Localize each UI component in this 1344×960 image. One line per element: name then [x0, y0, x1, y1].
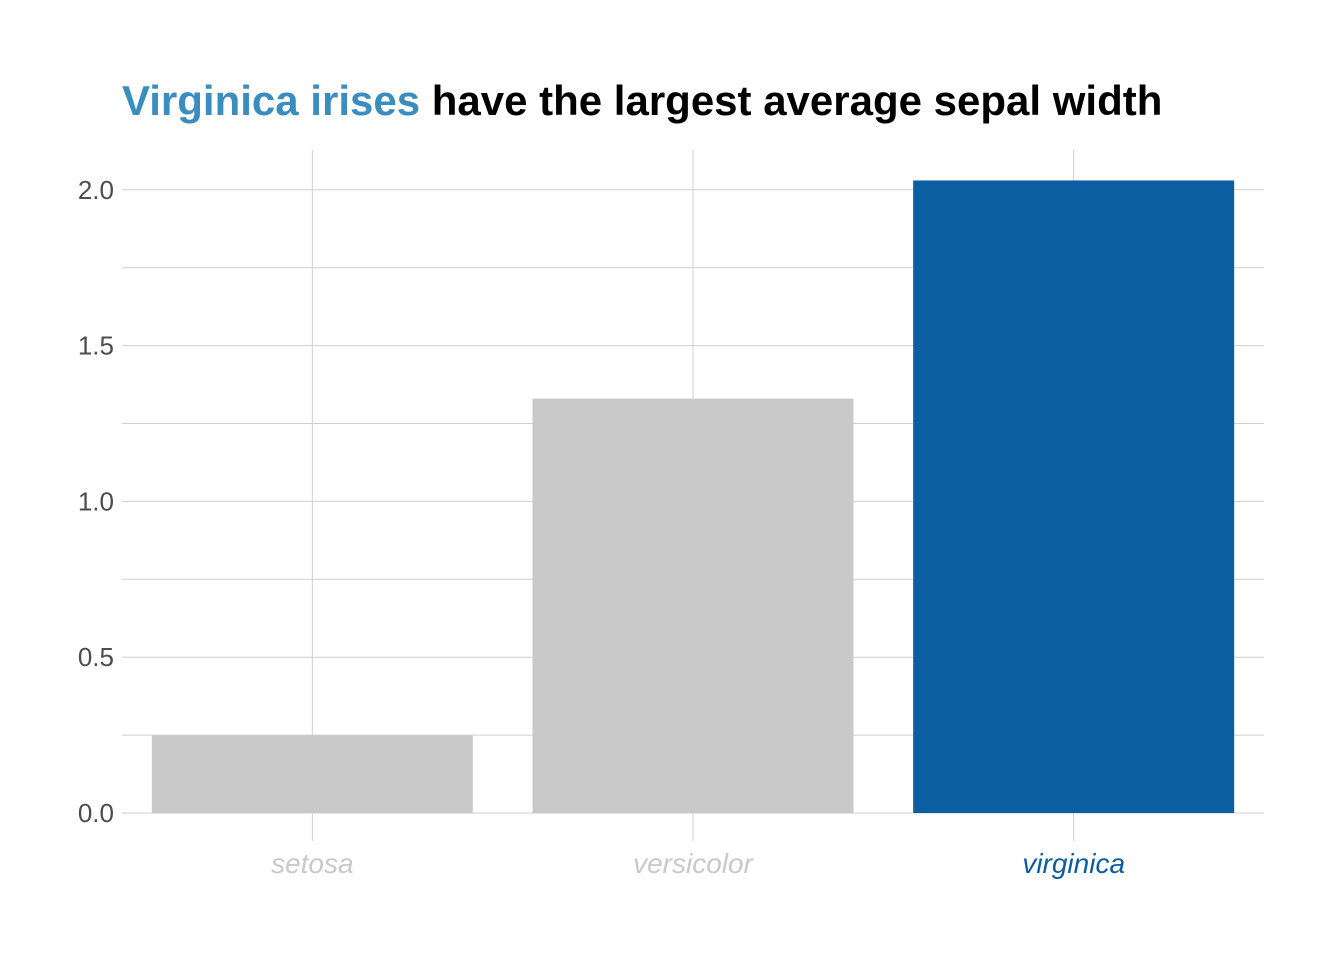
x-tick-label-virginica: virginica — [1022, 848, 1125, 879]
chart-title: Virginica irises have the largest averag… — [122, 77, 1162, 124]
y-tick-label: 1.0 — [78, 486, 114, 516]
y-tick-label: 0.5 — [78, 642, 114, 672]
bar-virginica — [913, 180, 1235, 813]
chart-title-highlight: Virginica irises — [122, 77, 420, 124]
chart-title-rest: have the largest average sepal width — [420, 77, 1162, 124]
y-axis-ticks: 0.0 0.5 1.0 1.5 2.0 — [78, 175, 114, 828]
x-tick-label-setosa: setosa — [271, 848, 354, 879]
x-axis-ticks: setosa versicolor virginica — [271, 848, 1125, 879]
bar-versicolor — [532, 398, 854, 813]
x-tick-label-versicolor: versicolor — [633, 848, 754, 879]
y-tick-label: 1.5 — [78, 331, 114, 361]
y-tick-label: 2.0 — [78, 175, 114, 205]
bars — [151, 180, 1235, 813]
y-tick-label: 0.0 — [78, 798, 114, 828]
bar-setosa — [151, 735, 473, 813]
